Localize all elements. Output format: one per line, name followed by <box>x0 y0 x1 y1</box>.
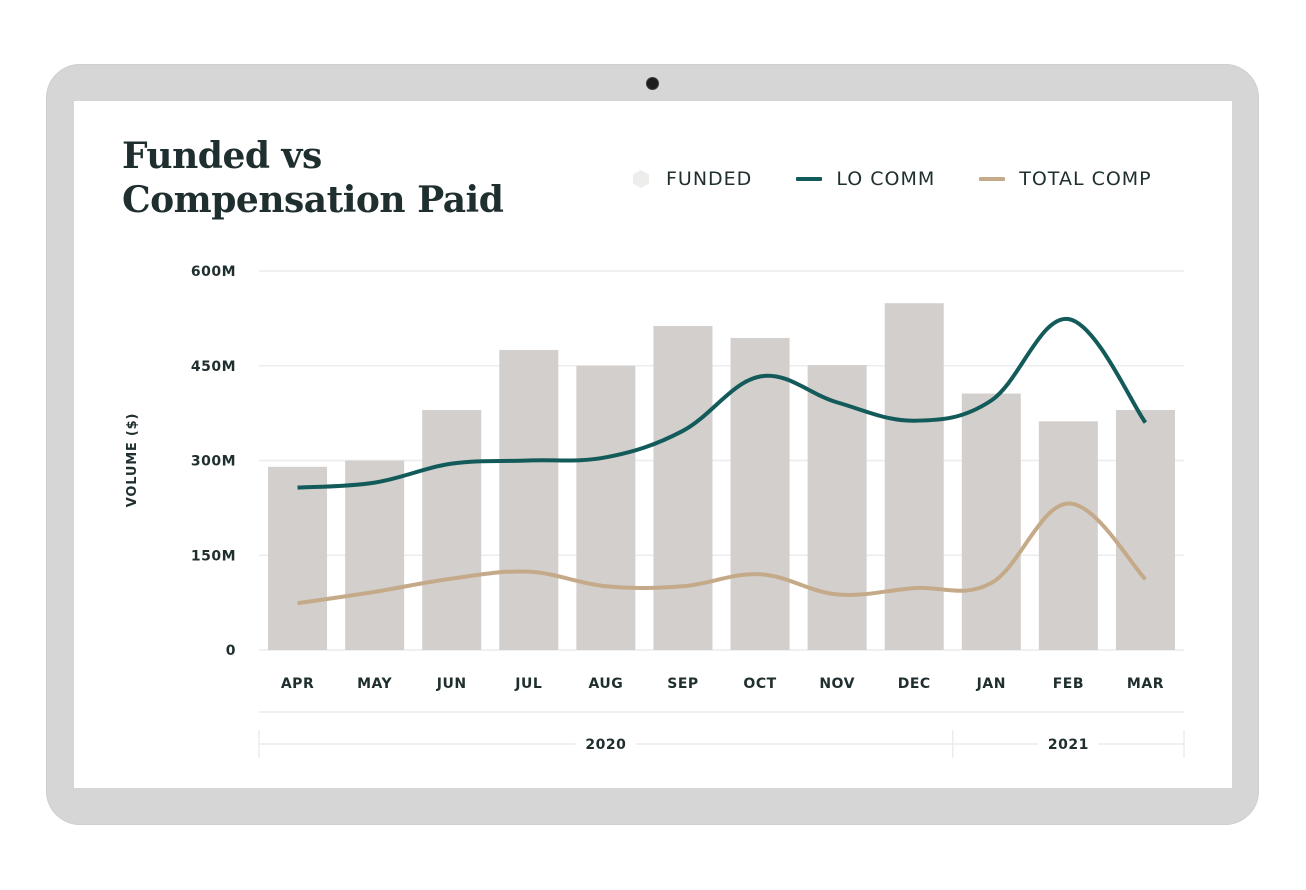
line-total-comp <box>297 501 1147 606</box>
bar-funded <box>499 349 559 650</box>
bar-funded <box>1115 409 1175 650</box>
year-label: 2021 <box>1048 737 1089 753</box>
line-swatch-icon <box>796 177 823 181</box>
chart-legend: FUNDED LO COMM TOTAL COMP <box>632 166 1152 192</box>
bar-funded <box>345 460 405 650</box>
legend-item-funded[interactable]: FUNDED <box>632 168 752 190</box>
x-tick-label: OCT <box>743 676 776 692</box>
year-label: 2020 <box>585 737 626 753</box>
y-tick-label: 600M <box>191 264 236 280</box>
x-tick-label: JUL <box>514 676 542 692</box>
webcam-icon <box>647 78 658 89</box>
bar-funded <box>807 365 867 650</box>
funded-bars <box>268 303 1175 650</box>
chart-title: Funded vs Compensation Paid <box>122 135 504 221</box>
bar-funded <box>1038 421 1098 650</box>
bar-funded <box>961 393 1021 650</box>
x-tick-label: NOV <box>819 676 855 692</box>
x-tick-label: MAR <box>1127 676 1164 692</box>
x-tick-label: JAN <box>976 676 1006 692</box>
x-tick-label: AUG <box>588 676 623 692</box>
bar-funded <box>730 337 790 650</box>
line-swatch-icon <box>979 177 1006 181</box>
x-tick-label: APR <box>281 676 314 692</box>
x-axis-ticks: APR MAY JUN JUL AUG SEP OCT NOV DEC JAN FEB MAR <box>281 676 1164 692</box>
line-series <box>297 316 1148 606</box>
bar-funded <box>653 325 713 650</box>
x-tick-label: MAY <box>357 676 392 692</box>
x-tick-label: FEB <box>1053 676 1084 692</box>
line-lo-comm <box>297 316 1148 490</box>
y-tick-label: 450M <box>191 359 236 375</box>
legend-label-funded: FUNDED <box>666 168 753 190</box>
x-tick-label: JUN <box>436 676 467 692</box>
legend-item-total-comp[interactable]: TOTAL COMP <box>979 168 1151 190</box>
x-tick-label: SEP <box>667 676 698 692</box>
y-tick-label: 150M <box>191 548 236 564</box>
hexagon-swatch-icon <box>633 170 649 188</box>
y-axis-title: VOLUME ($) <box>125 413 140 508</box>
legend-item-lo-comm[interactable]: LO COMM <box>796 168 935 190</box>
year-axis: 2020 2021 <box>258 711 1185 758</box>
bar-funded <box>422 409 482 650</box>
y-tick-label: 300M <box>191 454 236 470</box>
bar-funded <box>268 466 328 650</box>
x-tick-label: DEC <box>898 676 931 692</box>
gridlines <box>259 270 1184 651</box>
legend-label-lo-comm: LO COMM <box>836 168 936 190</box>
bar-funded <box>576 365 636 650</box>
legend-label-total-comp: TOTAL COMP <box>1019 168 1152 190</box>
bar-funded <box>884 303 944 650</box>
y-tick-label: 0 <box>226 643 236 659</box>
y-axis-ticks: 0 150M 300M 450M 600M <box>191 264 236 659</box>
